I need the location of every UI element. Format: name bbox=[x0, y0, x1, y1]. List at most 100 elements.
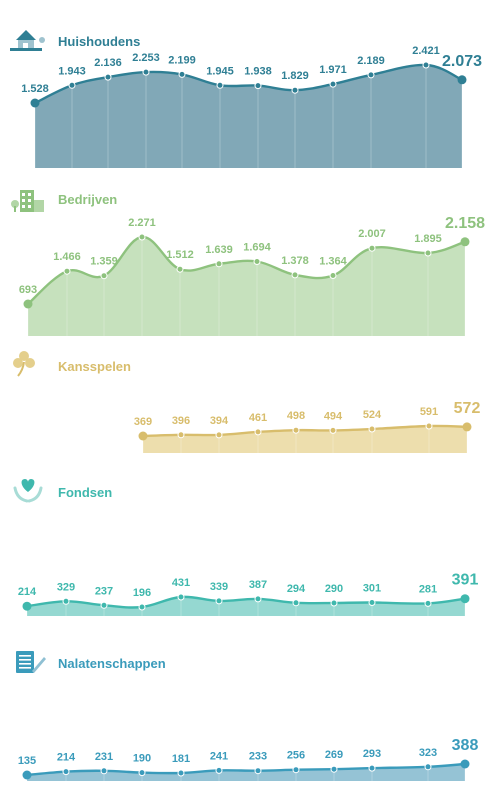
data-point bbox=[30, 98, 40, 108]
data-label: 394 bbox=[210, 415, 229, 427]
data-label: 1.971 bbox=[319, 64, 347, 76]
area-fill bbox=[143, 425, 467, 453]
data-point bbox=[254, 767, 262, 775]
data-point bbox=[100, 601, 108, 609]
data-point bbox=[104, 73, 112, 81]
data-point bbox=[425, 422, 433, 430]
data-label: 2.189 bbox=[357, 55, 385, 67]
data-label: 294 bbox=[287, 583, 306, 595]
data-label: 369 bbox=[134, 416, 152, 428]
data-label: 1.943 bbox=[58, 65, 86, 77]
data-label: 231 bbox=[95, 751, 113, 763]
data-point bbox=[215, 597, 223, 605]
data-point bbox=[368, 425, 376, 433]
data-point bbox=[368, 244, 376, 252]
chart-title: Kansspelen bbox=[58, 359, 131, 374]
data-point bbox=[292, 766, 300, 774]
data-point bbox=[22, 601, 32, 611]
data-label: 1.512 bbox=[166, 249, 194, 261]
data-point bbox=[100, 767, 108, 775]
data-point bbox=[138, 769, 146, 777]
data-point bbox=[457, 75, 467, 85]
data-label: 2.007 bbox=[358, 228, 386, 240]
data-point bbox=[177, 769, 185, 777]
data-label: 256 bbox=[287, 750, 305, 762]
data-point bbox=[177, 431, 185, 439]
data-point bbox=[329, 272, 337, 279]
data-label: 196 bbox=[133, 587, 151, 599]
data-point bbox=[424, 763, 432, 771]
area-fill bbox=[27, 764, 465, 781]
data-point bbox=[138, 233, 146, 241]
chart-title: Bedrijven bbox=[58, 192, 117, 207]
data-point bbox=[291, 271, 299, 279]
data-label: 498 bbox=[287, 410, 305, 422]
office-building-icon bbox=[11, 190, 44, 212]
data-point bbox=[460, 237, 470, 247]
chart-title: Fondsen bbox=[58, 485, 112, 500]
data-point bbox=[292, 426, 300, 434]
data-point bbox=[100, 272, 108, 280]
data-label: 524 bbox=[363, 409, 382, 421]
data-point bbox=[368, 599, 376, 606]
data-label: 323 bbox=[419, 747, 437, 759]
area-fill bbox=[27, 596, 465, 616]
data-label: 396 bbox=[172, 415, 190, 427]
data-label: 241 bbox=[210, 750, 228, 762]
data-point bbox=[292, 599, 300, 607]
data-label: 214 bbox=[18, 586, 37, 598]
data-point bbox=[329, 426, 337, 434]
data-label: 181 bbox=[172, 753, 190, 765]
data-label: 1.639 bbox=[205, 244, 233, 256]
data-label: 2.421 bbox=[412, 45, 440, 57]
data-point bbox=[462, 422, 472, 432]
area-fill bbox=[28, 236, 465, 336]
data-label: 1.945 bbox=[206, 65, 234, 77]
data-point bbox=[330, 599, 338, 607]
data-point bbox=[176, 265, 184, 273]
data-point bbox=[254, 428, 262, 436]
data-label: 2.158 bbox=[445, 215, 485, 232]
data-label: 290 bbox=[325, 583, 343, 595]
data-label: 190 bbox=[133, 753, 151, 765]
data-point bbox=[424, 599, 432, 607]
house-icon bbox=[10, 30, 45, 51]
chart-kansspelen: Kansspelen 369 396 394 461 498 494 524 591 572 bbox=[13, 351, 480, 453]
data-label: 572 bbox=[454, 400, 481, 417]
data-point bbox=[254, 595, 262, 603]
data-point bbox=[23, 299, 33, 309]
data-label: 388 bbox=[452, 737, 479, 754]
data-point bbox=[215, 431, 223, 439]
chart-huishoudens: Huishoudens 1.528 1.943 2.136 2.253 2.199 1.94… bbox=[10, 30, 482, 168]
data-label: 1.829 bbox=[281, 70, 309, 82]
data-point bbox=[138, 431, 148, 441]
data-label: 233 bbox=[249, 751, 267, 763]
data-point bbox=[460, 759, 470, 769]
data-point bbox=[138, 603, 146, 611]
data-point bbox=[215, 766, 223, 774]
data-label: 1.895 bbox=[414, 233, 442, 245]
data-point bbox=[22, 770, 32, 780]
data-label: 1.378 bbox=[281, 255, 309, 267]
chart-title: Nalatenschappen bbox=[58, 656, 166, 671]
data-label: 1.938 bbox=[244, 66, 272, 78]
data-label: 2.136 bbox=[94, 57, 122, 69]
data-label: 1.528 bbox=[21, 83, 49, 95]
data-label: 2.253 bbox=[132, 52, 160, 64]
data-label: 591 bbox=[420, 406, 438, 418]
data-label: 301 bbox=[363, 583, 381, 595]
document-pen-icon bbox=[16, 651, 46, 673]
data-point bbox=[216, 81, 224, 89]
data-label: 269 bbox=[325, 749, 343, 761]
data-point bbox=[68, 81, 76, 89]
data-label: 1.694 bbox=[243, 242, 271, 254]
data-point bbox=[254, 82, 262, 90]
data-label: 329 bbox=[57, 581, 75, 593]
data-point bbox=[367, 71, 375, 79]
data-label: 237 bbox=[95, 585, 113, 597]
data-point bbox=[177, 593, 185, 601]
chart-title: Huishoudens bbox=[58, 34, 140, 49]
data-point bbox=[329, 80, 337, 88]
data-point bbox=[424, 249, 432, 257]
data-point bbox=[368, 764, 376, 772]
